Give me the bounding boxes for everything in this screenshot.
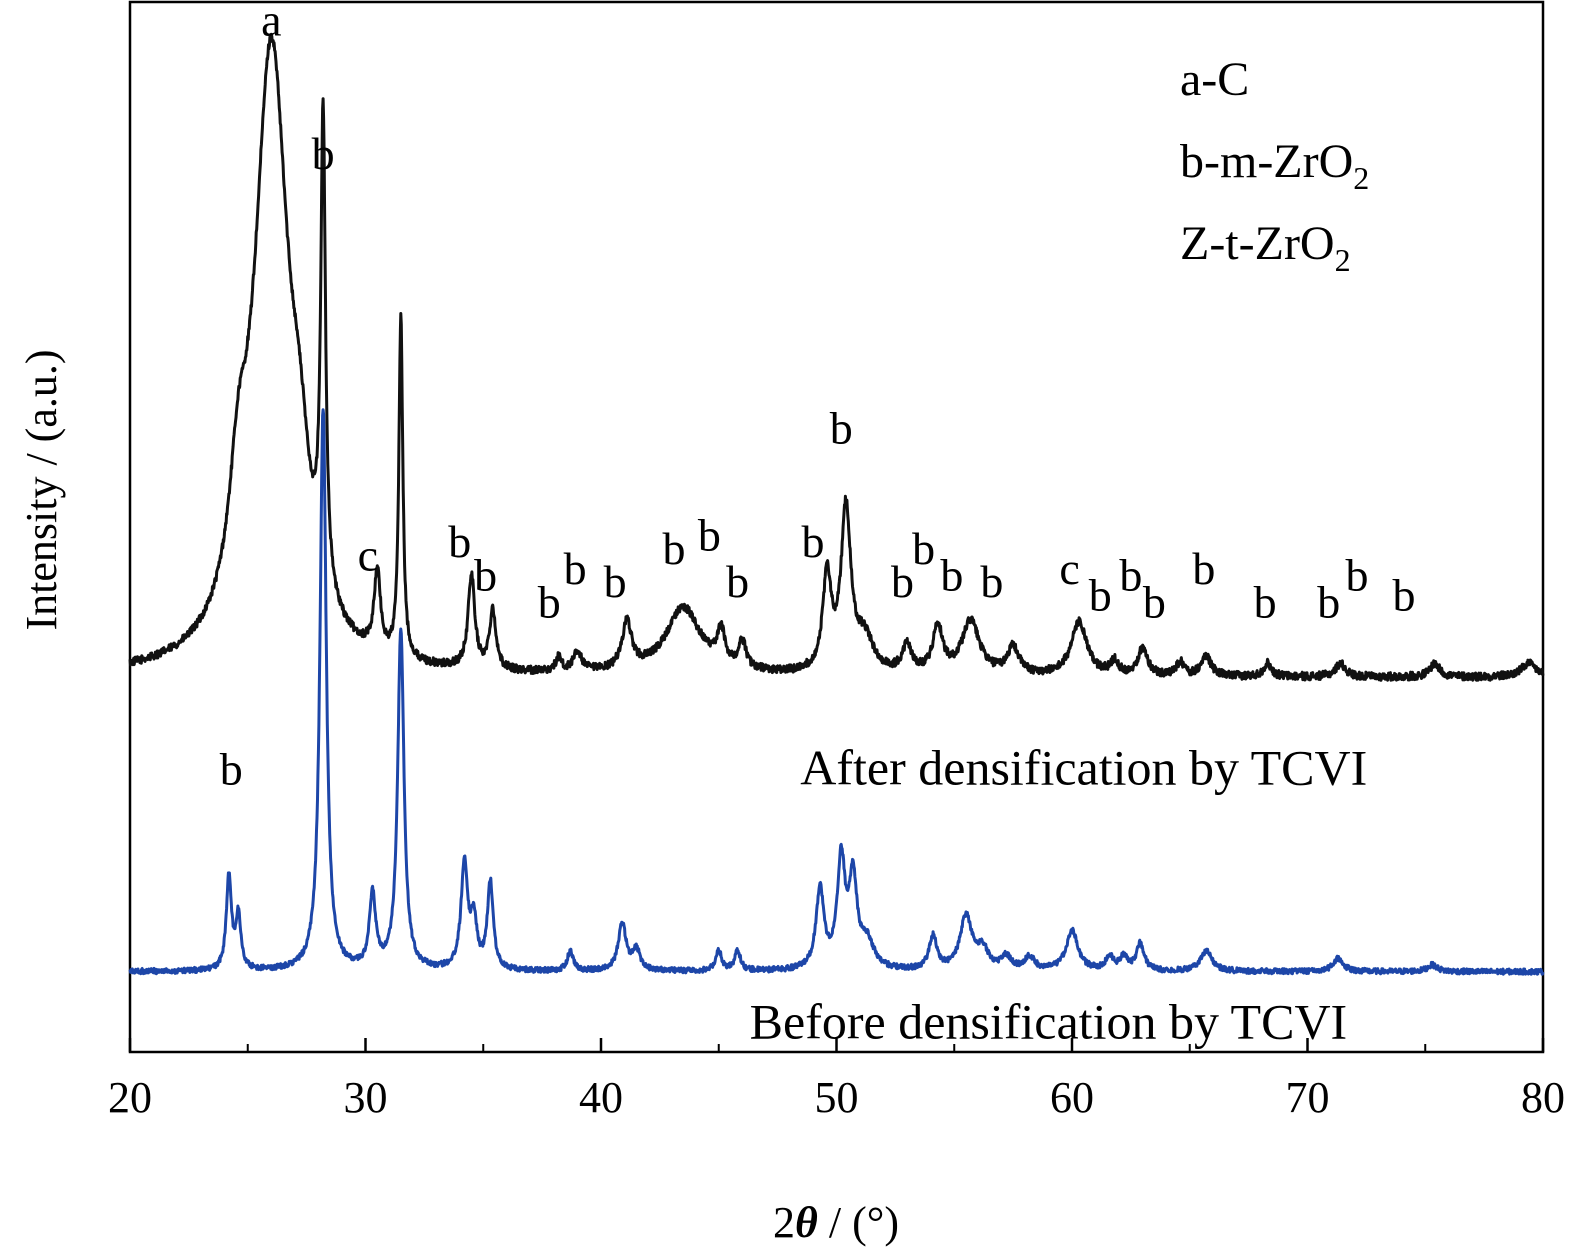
peak-label: b xyxy=(220,743,243,794)
legend-entry-text: a-C xyxy=(1180,53,1249,106)
peak-label: c xyxy=(1059,543,1079,594)
curve-labels: After densification by TCVI Before densif… xyxy=(750,739,1368,1049)
legend-entry-text: Z-t-ZrO xyxy=(1180,217,1335,270)
curve-label-before: Before densification by TCVI xyxy=(750,994,1348,1050)
legend-entry: Z-t-ZrO2 xyxy=(1180,217,1351,278)
series-line-after xyxy=(128,32,1545,682)
peak-label: b xyxy=(564,543,587,594)
legend-entry-subscript: 2 xyxy=(1335,242,1351,278)
peak-label: b xyxy=(830,402,853,453)
peak-label: b xyxy=(312,128,335,179)
peak-label: b xyxy=(940,550,963,601)
peak-label: b xyxy=(1317,576,1340,627)
x-axis-label: 2θ / (°) xyxy=(773,1198,899,1247)
curve-label-after: After densification by TCVI xyxy=(800,739,1367,795)
peak-label: b xyxy=(726,556,749,607)
y-axis-label: Intensity / (a.u.) xyxy=(17,349,66,630)
x-tick-label: 50 xyxy=(815,1073,859,1122)
legend-entry-text: b-m-ZrO xyxy=(1180,135,1353,188)
series-line-before xyxy=(128,408,1545,976)
x-tick-label: 20 xyxy=(108,1073,152,1122)
x-axis-label-unit: / (°) xyxy=(818,1198,899,1247)
peak-label: b xyxy=(912,523,935,574)
peak-label: b xyxy=(1254,576,1277,627)
peak-label: b xyxy=(698,509,721,560)
peak-label: c xyxy=(358,529,378,580)
peak-label: b xyxy=(1089,570,1112,621)
peak-label: b xyxy=(1119,550,1142,601)
peak-label: b xyxy=(604,556,627,607)
peak-label: b xyxy=(663,523,686,574)
peak-label: b xyxy=(1393,570,1416,621)
legend-entry: a-C xyxy=(1180,53,1249,106)
x-axis-label-theta: θ xyxy=(795,1198,818,1247)
x-tick-label: 30 xyxy=(344,1073,388,1122)
x-axis-tick-labels: 20 30 40 50 60 70 80 xyxy=(108,1073,1565,1122)
peak-label: a xyxy=(261,0,281,45)
peak-label: b xyxy=(538,576,561,627)
x-axis-label-prefix: 2 xyxy=(773,1198,795,1247)
x-axis-ticks xyxy=(128,1038,1545,1052)
legend-entry-subscript: 2 xyxy=(1353,160,1369,196)
peak-label: b xyxy=(891,556,914,607)
series-layer xyxy=(128,32,1545,976)
peak-label: b xyxy=(474,550,497,601)
peak-label: b xyxy=(1192,543,1215,594)
peak-label: b xyxy=(448,516,471,567)
x-tick-label: 40 xyxy=(579,1073,623,1122)
peak-label: b xyxy=(1143,576,1166,627)
peak-label: b xyxy=(801,516,824,567)
peak-label: b xyxy=(980,556,1003,607)
peak-label: b xyxy=(1345,550,1368,601)
x-tick-label: 70 xyxy=(1286,1073,1330,1122)
x-tick-label: 60 xyxy=(1050,1073,1094,1122)
x-tick-label: 80 xyxy=(1521,1073,1565,1122)
legend-entry: b-m-ZrO2 xyxy=(1180,135,1369,196)
